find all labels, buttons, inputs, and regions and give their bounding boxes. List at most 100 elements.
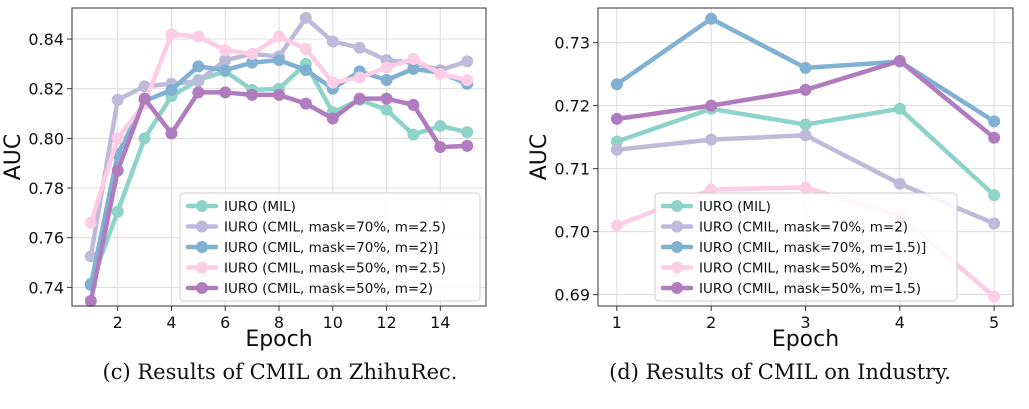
- left-series-5-point: [165, 127, 178, 140]
- left-series-5-point: [246, 88, 259, 101]
- right-legend-swatch-marker: [671, 200, 683, 212]
- left-series-3-point: [165, 83, 178, 96]
- left-legend-swatch-marker: [196, 261, 208, 274]
- left-series-4-point: [111, 132, 124, 145]
- left-series-1-point: [380, 103, 393, 116]
- left-series-2-point: [192, 75, 205, 88]
- right-series-2-point: [610, 143, 623, 156]
- left-x-tick-label: 8: [274, 313, 284, 332]
- right-legend-box: [654, 192, 958, 302]
- left-y-tick-label: 0.74: [28, 278, 64, 297]
- left-series-5-point: [138, 92, 151, 105]
- left-legend-swatch-marker: [196, 282, 208, 294]
- left-x-tick-label: 14: [430, 313, 450, 332]
- left-y-tick-label: 0.82: [28, 80, 64, 99]
- left-series-5-point: [299, 97, 312, 110]
- right-series-1-point: [893, 102, 906, 115]
- left-legend-swatch-marker: [196, 200, 208, 212]
- right-legend-swatch-marker: [671, 241, 683, 253]
- right-series-5-point: [705, 99, 718, 112]
- left-series-3-point: [299, 64, 312, 77]
- right-series-4-point: [799, 181, 812, 194]
- right-series-2-point: [799, 129, 812, 142]
- left-series-1-point: [434, 119, 447, 132]
- left-chart: 0.74 0.76 0.78 0.80 0.82 0.84 2 4 6 8 10 12 14 Epoch A…: [1, 7, 487, 352]
- right-y-tick-label: 0.69: [554, 286, 590, 305]
- right-legend: IURO (MIL) IURO (CMIL, mask=70%, m=2) IURO…: [654, 192, 958, 302]
- left-y-tick-label: 0.76: [28, 229, 64, 248]
- right-legend-label: IURO (CMIL, mask=70%, m=2): [699, 220, 908, 236]
- left-series-3-point: [246, 56, 259, 69]
- caption-right: (d) Results of CMIL on Industry.: [609, 360, 951, 384]
- left-y-tick-label: 0.80: [28, 129, 64, 148]
- left-x-tick-label: 6: [220, 313, 230, 332]
- right-legend-swatch-marker: [671, 282, 683, 294]
- right-y-tick-label: 0.72: [554, 97, 590, 116]
- right-legend-label: IURO (CMIL, mask=50%, m=1.5): [699, 281, 921, 297]
- right-x-tick-label: 5: [989, 313, 999, 332]
- left-y-tick-label: 0.84: [28, 30, 64, 49]
- left-legend-label: IURO (CMIL, mask=70%, m=2.5): [224, 220, 446, 236]
- left-series-4-point: [434, 67, 447, 80]
- left-series-5-point: [353, 92, 366, 105]
- left-series-4-point: [461, 74, 474, 87]
- left-series-2-point: [219, 54, 232, 67]
- left-series-4-point: [326, 76, 339, 89]
- left-legend-swatch-marker: [196, 241, 208, 253]
- right-series-4-point: [705, 183, 718, 196]
- left-x-tick-label: 10: [323, 313, 343, 332]
- left-y-tick-label: 0.78: [28, 179, 64, 198]
- left-x-tick-label: 2: [113, 313, 123, 332]
- right-y-tick-label: 0.71: [554, 160, 590, 179]
- right-series-3-point: [705, 12, 718, 25]
- left-series-2-point: [326, 35, 339, 48]
- left-series-5-point: [111, 164, 124, 177]
- left-series-4-point: [273, 30, 285, 43]
- right-legend-label: IURO (CMIL, mask=70%, m=1.5)]: [699, 240, 926, 256]
- right-series-2-point: [988, 217, 1001, 230]
- left-series-4-point: [353, 71, 366, 84]
- right-x-axis-label: Epoch: [772, 327, 839, 352]
- left-series-1-point: [461, 126, 474, 139]
- left-series-4-point: [380, 61, 393, 74]
- left-series-4-point: [219, 44, 232, 57]
- right-x-tick-label: 1: [612, 313, 622, 332]
- left-legend-label: IURO (CMIL, mask=70%, m=2)]: [224, 240, 438, 256]
- right-x-tick-label: 3: [800, 313, 810, 332]
- left-series-4-point: [165, 28, 178, 41]
- left-legend-label: IURO (CMIL, mask=50%, m=2.5): [224, 261, 446, 277]
- left-series-3-point: [407, 62, 420, 75]
- left-legend-label: IURO (CMIL, mask=50%, m=2): [224, 281, 433, 297]
- right-legend-label: IURO (CMIL, mask=50%, m=2): [699, 261, 908, 277]
- left-series-2-point: [353, 41, 366, 54]
- left-series-3-point: [192, 60, 205, 73]
- left-series-5-point: [219, 86, 232, 99]
- left-series-2-point: [111, 93, 124, 106]
- right-legend-swatch-marker: [671, 220, 683, 233]
- left-series-2-point: [138, 80, 151, 93]
- right-series-1-point: [799, 118, 812, 131]
- left-series-5-point: [84, 295, 97, 308]
- left-x-tick-label: 12: [376, 313, 396, 332]
- left-series-3-point: [219, 64, 232, 77]
- left-x-tick-label: 4: [166, 313, 176, 332]
- right-series-2-point: [705, 133, 718, 146]
- left-series-3-point: [273, 54, 285, 67]
- right-x-tick-label: 4: [895, 313, 905, 332]
- right-series-3-point: [988, 115, 1001, 128]
- right-series-4-point: [610, 219, 623, 232]
- left-series-2-point: [299, 11, 312, 24]
- right-y-tick-label: 0.73: [554, 34, 590, 53]
- left-series-5-point: [192, 86, 205, 99]
- left-series-5-point: [273, 88, 285, 101]
- right-y-tick-label: 0.70: [554, 223, 590, 242]
- left-series-1-point: [111, 205, 124, 218]
- left-legend-box: [179, 192, 481, 302]
- left-series-1-point: [138, 132, 151, 145]
- left-y-axis-label: AUC: [1, 134, 26, 181]
- left-series-5-point: [326, 112, 339, 125]
- right-legend-label: IURO (MIL): [699, 199, 771, 215]
- left-series-5-point: [461, 139, 474, 152]
- left-series-4-point: [246, 47, 259, 60]
- left-series-2-point: [461, 55, 474, 68]
